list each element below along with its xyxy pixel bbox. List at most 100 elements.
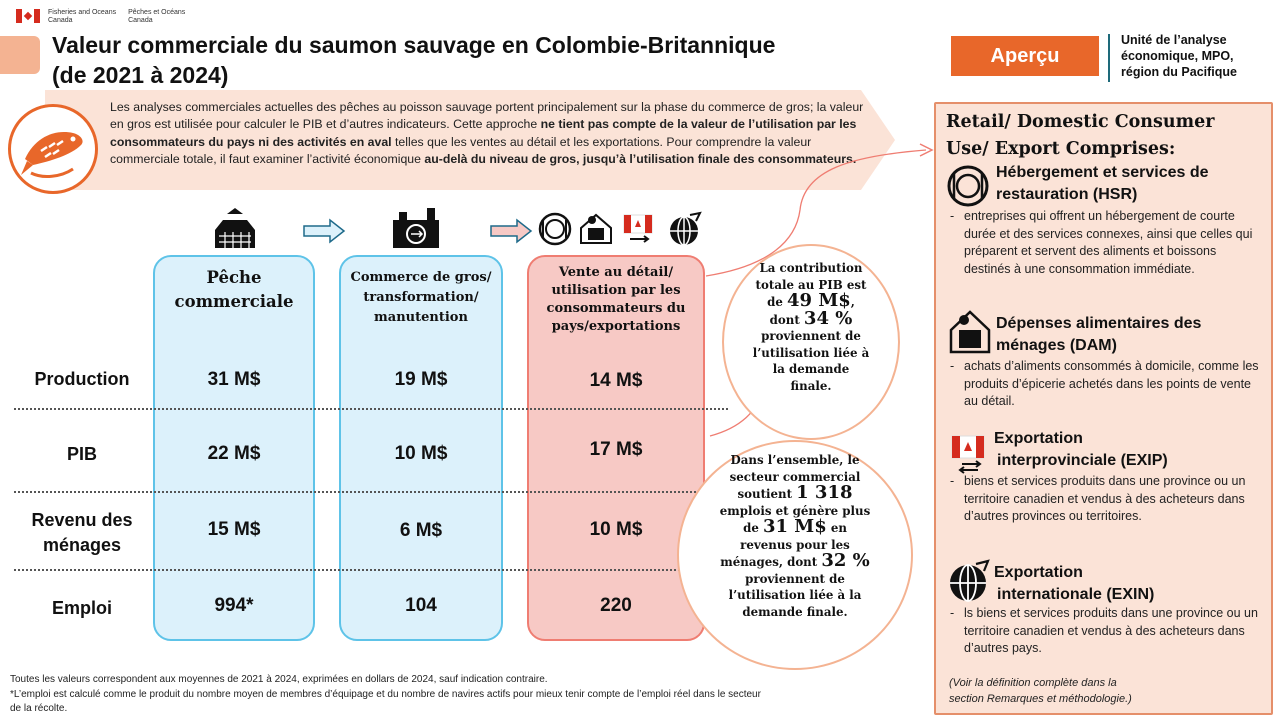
restaurant-icon (538, 212, 572, 246)
c3-heading-l3: consommateurs du (546, 301, 686, 316)
intro-text-2: telles que les ventes au détail et les e… (110, 134, 812, 166)
gdp-share-value: 34 % (803, 307, 853, 329)
c2-heading-l2: transformation/ (363, 290, 479, 305)
exin-description: - ls biens et services produits dans une… (950, 605, 1264, 658)
page-title: Valeur commerciale du saumon sauvage en … (52, 30, 912, 90)
bullet-dash: - (950, 209, 955, 223)
dam-text: achats d’aliments consommés à domicile, … (964, 359, 1259, 408)
column1-heading: Pêche commerciale (153, 266, 315, 314)
b2-line: l’utilisation liée à la (728, 588, 862, 602)
value-pib-wholesale: 10 M$ (394, 443, 448, 464)
b2-text: en (826, 521, 847, 535)
canada-flag-icon (16, 9, 40, 23)
column2-heading: Commerce de gros/ transformation/ manute… (339, 268, 503, 328)
department-name-fr: Pêches et Océans Canada (128, 9, 185, 25)
hsr-heading-l2: restauration (HSR) (996, 186, 1138, 203)
intro-banner (45, 90, 895, 190)
footnotes: Toutes les valeurs correspondent aux moy… (10, 673, 910, 717)
value-production-retail: 14 M$ (589, 370, 643, 391)
exip-heading: Exportation interprovinciale (EXIP) (994, 428, 1264, 472)
b1-line: finale. (790, 378, 832, 393)
government-identifier: Fisheries and Oceans Canada Pêches et Oc… (16, 9, 185, 25)
note-line2: section Remarques et méthodologie.) (949, 693, 1132, 705)
arrow-right-icon-1 (303, 218, 346, 244)
intro-bold-2: au-delà du niveau de gros, jusqu’à l’uti… (424, 151, 857, 166)
b1-text: de (767, 295, 787, 309)
title-accent-tab (0, 36, 40, 74)
row-label-revenu-l2: ménages (42, 535, 122, 555)
b1-line: totale au PIB est (755, 277, 867, 292)
bullet-dash: - (950, 359, 955, 373)
exin-heading: Exportation internationale (EXIN) (994, 562, 1264, 606)
c1-heading-l2: commerciale (174, 292, 294, 311)
b1-line: La contribution (759, 261, 863, 275)
b1-line-gdp: de 49 M$, (732, 290, 890, 311)
footnote-line3: de la récolte. (10, 703, 68, 714)
c2-heading-l3: manutention (374, 310, 468, 325)
row-label-revenu-l1: Revenu des (31, 510, 133, 530)
arrow-right-icon-2 (490, 218, 533, 244)
b2-line: emplois et génère plus (719, 503, 871, 518)
c1-heading-l1: Pêche (206, 268, 262, 287)
gdp-callout-text: La contribution totale au PIB est de 49 … (732, 260, 890, 394)
panel-heading: Retail/ Domestic Consumer Use/ Export Co… (946, 109, 1268, 163)
income-total-value: 31 M$ (762, 516, 827, 537)
b2-line: Dans l’ensemble, le (730, 453, 860, 467)
row-separator (14, 491, 728, 493)
title-line2: (de 2021 à 2024) (52, 62, 229, 88)
panel-heading-l2: Use/ Export Comprises: (946, 139, 1176, 159)
dam-heading-l2: ménages (DAM) (996, 337, 1117, 354)
dept-fr-line2: Canada (128, 17, 153, 24)
globe-plane-icon (670, 211, 702, 246)
department-name-en: Fisheries and Oceans Canada (48, 9, 116, 25)
dam-description: - achats d’aliments consommés à domicile… (950, 358, 1264, 411)
c2-heading-l1: Commerce de gros/ (350, 270, 492, 285)
exin-heading-l1: Exportation (994, 564, 1083, 581)
hsr-heading: Hébergement et services de restauration … (996, 162, 1266, 206)
dept-fr-line1: Pêches et Océans (128, 9, 186, 16)
bullet-dash: - (950, 606, 955, 620)
footnote-line1: Toutes les valeurs correspondent aux moy… (10, 674, 548, 685)
footnote-line2: *L’emploi est calculé comme le produit d… (10, 688, 761, 700)
row-separator (14, 569, 728, 571)
jobs-total-value: 1 318 (796, 482, 853, 503)
value-production-wholesale: 19 M$ (394, 369, 448, 390)
gdp-total-value: 49 M$ (787, 290, 851, 311)
hsr-description: - entreprises qui offrent un hébergement… (950, 208, 1264, 278)
dam-heading: Dépenses alimentaires des ménages (DAM) (996, 313, 1266, 357)
interprovincial-flag-icon (623, 214, 653, 243)
exip-heading-l1: Exportation (994, 430, 1083, 447)
grocery-house-icon (949, 310, 991, 354)
dept-en-line1: Fisheries and Oceans (48, 9, 117, 16)
column-retail-export (527, 255, 705, 641)
column3-heading: Vente au détail/ utilisation par les con… (531, 264, 701, 336)
unit-divider (1108, 34, 1110, 82)
globe-plane-icon (950, 559, 990, 602)
salmon-icon (8, 104, 98, 194)
dept-en-line2: Canada (48, 17, 73, 24)
b2-line: revenus pour les (740, 537, 850, 552)
b2-line-jobs: soutient 1 318 (700, 482, 890, 503)
b1-text: dont (769, 312, 804, 327)
hsr-text: entreprises qui offrent un hébergement d… (964, 209, 1253, 276)
b1-text: , (850, 295, 855, 309)
employment-callout-text: Dans l’ensemble, le secteur commercial s… (700, 452, 890, 620)
value-pib-fishing: 22 M$ (207, 443, 261, 464)
intro-text-1: Les analyses commerciales actuelles des … (110, 100, 864, 132)
exip-text: biens et services produits dans une prov… (964, 474, 1246, 523)
c3-heading-l2: utilisation par les (551, 283, 681, 298)
exip-description: - biens et services produits dans une pr… (950, 473, 1264, 526)
intro-paragraph: Les analyses commerciales actuelles des … (110, 99, 870, 168)
employment-callout-bubble (677, 440, 913, 670)
note-line1: (Voir la définition complète dans la (949, 677, 1117, 689)
panel-heading-l1: Retail/ Domestic Consumer (946, 112, 1215, 132)
value-revenu-wholesale: 6 M$ (399, 520, 443, 541)
apercu-badge: Aperçu (951, 36, 1099, 76)
unit-label: Unité de l’analyse économique, MPO, régi… (1121, 32, 1271, 80)
value-pib-retail: 17 M$ (589, 439, 643, 460)
b1-line: proviennent de (761, 329, 861, 343)
b1-line-share: dont 34 % (732, 307, 890, 329)
b2-line-share: ménages, dont 32 % (700, 552, 890, 571)
processing-plant-icon (393, 208, 439, 248)
unit-line3: région du Pacifique (1121, 65, 1237, 79)
